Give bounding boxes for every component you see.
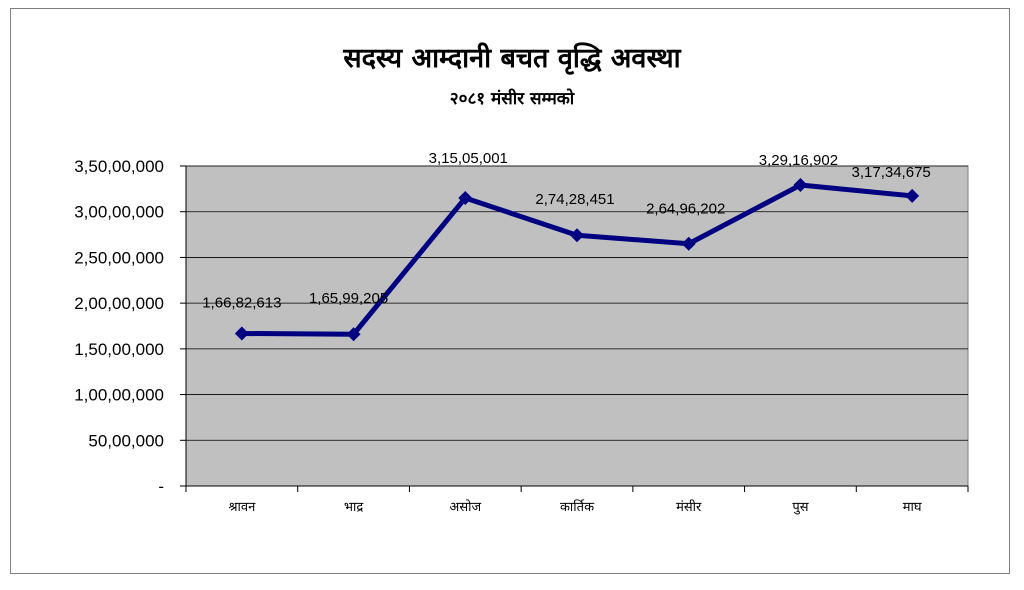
y-tick-label: 2,50,00,000: [74, 248, 164, 267]
data-point-marker: [793, 178, 808, 193]
y-tick-label: 1,50,00,000: [74, 340, 164, 359]
x-tick-label: मंसीर: [676, 499, 702, 515]
y-tick-label: 2,00,00,000: [74, 294, 164, 313]
data-label: 3,15,05,001: [429, 150, 508, 167]
chart-subtitle: २०८१ मंसीर सम्मको: [449, 89, 575, 109]
chart-title: सदस्य आम्दानी बचत वृद्धि अवस्था: [343, 43, 681, 74]
data-label: 3,17,34,675: [852, 164, 931, 181]
y-tick-label: 3,50,00,000: [74, 157, 164, 176]
x-tick-label: भाद्र: [344, 500, 365, 515]
plot-area: [185, 165, 969, 487]
y-tick-label: 3,00,00,000: [74, 203, 164, 222]
y-tick-label: -: [158, 477, 164, 496]
data-point-marker: [905, 188, 920, 203]
data-label: 3,29,16,902: [759, 152, 838, 169]
x-tick-label: असोज: [449, 499, 481, 515]
data-point-marker: [234, 326, 249, 341]
data-label: 2,74,28,451: [535, 191, 614, 208]
x-tick-label: माघ: [903, 500, 922, 515]
data-point-marker: [570, 228, 584, 243]
x-tick-label: कार्तिक: [560, 499, 595, 515]
data-label: 1,66,82,613: [202, 294, 281, 311]
y-tick-label: 1,00,00,000: [74, 386, 164, 405]
data-label: 1,65,99,205: [309, 290, 388, 307]
data-label: 2,64,96,202: [646, 201, 725, 218]
data-point-marker: [346, 327, 361, 342]
y-tick-label: 50,00,000: [88, 431, 164, 450]
data-point-marker: [458, 190, 473, 205]
x-tick-label: पुस: [792, 500, 808, 515]
x-tick-label: श्रावन: [228, 500, 256, 515]
data-point-marker: [681, 236, 696, 251]
